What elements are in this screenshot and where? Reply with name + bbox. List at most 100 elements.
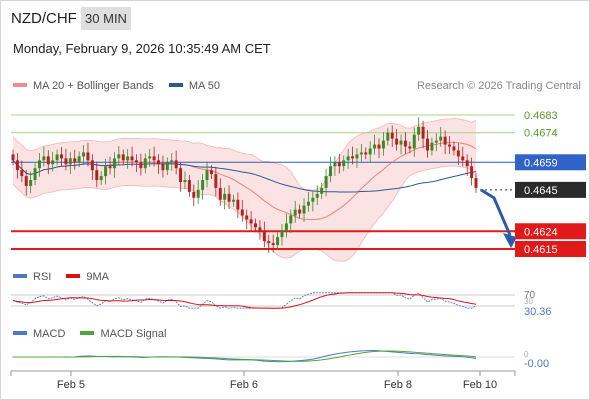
rsi-value-label: 30.36 [524,306,552,318]
candle-body [130,156,134,161]
time-axis: Feb 5 Feb 6 Feb 8 Feb 10 [10,370,516,391]
candle-body [108,166,112,169]
candle-body [434,140,438,143]
candle-body [196,189,200,198]
candle-body [456,150,460,157]
candle-body [470,166,474,179]
candle-body [430,142,434,151]
candle-body [320,187,324,194]
candle-body [474,178,478,188]
forecast-arrow-line [480,188,512,236]
candle-body [346,156,350,161]
candle-body [139,162,143,169]
last-price-box [515,181,586,198]
candle-body [399,140,403,145]
candle-body [218,187,222,200]
candle-body [227,193,231,202]
timeframe-badge[interactable]: 30 MIN [81,7,131,30]
candle-body [187,180,191,192]
candle-body [68,158,72,165]
timestamp: Monday, February 9, 2026 10:35:49 AM CET [13,41,271,56]
candle-body [179,168,183,182]
candle-body [337,162,341,167]
time-tick-label: Feb 8 [384,379,412,391]
bollinger-lower-line [12,165,477,262]
candle-body [324,176,328,188]
candle-body [11,154,15,161]
legend-label: 9MA [86,271,110,283]
candle-body [351,156,355,159]
candle-body [42,156,46,161]
macd-value-label: -0.00 [524,358,549,370]
candle-body [29,180,33,186]
legend-label: MACD [33,328,66,340]
rsi-legend: RSI 9MA [13,271,121,283]
candle-body [355,154,359,159]
candle-body [262,231,266,242]
ma50-line [12,159,477,193]
candle-body [121,154,125,161]
candle-body [381,140,385,149]
candle-body [306,201,310,206]
candle-body [315,193,319,198]
legend-item-rsi: RSI [13,271,51,283]
candle-body [148,156,152,159]
resistance-label: 0.4683 [524,110,558,122]
macd-zero-label: 0 [524,350,529,359]
candle-body [77,156,81,163]
credit-text: Research © 2026 Trading Central [416,80,581,92]
candle-body [443,136,447,145]
candle-body [359,152,363,155]
macd-line [13,350,477,363]
price-labels: 0.4683 0.4674 0.4659 0.4645 0.4624 0.4615 [515,110,586,257]
support-label: 0.4624 [524,226,558,238]
time-tick-label: Feb 5 [57,379,85,391]
legend-label: MA 50 [188,80,221,92]
candle-body [448,144,452,147]
bollinger-swatch [13,83,27,88]
candle-body [20,170,24,177]
rsi-line [12,292,477,309]
macd-panel: 0-0.00 [11,350,549,370]
resistance-label: 0.4674 [524,128,558,140]
candle-body [395,138,399,145]
candle-body [51,160,55,165]
pivot-label: 0.4659 [524,157,558,169]
candle-body [165,162,169,171]
candle-body [152,156,156,161]
candle-body [302,205,306,214]
candle-body [342,160,346,167]
support-label: 0.4615 [524,244,558,256]
candle-body [254,223,258,228]
candle-body [258,227,262,232]
candle-body [271,243,275,246]
forecast-layer [480,188,517,249]
candle-body [15,160,19,171]
candle-body [333,162,337,167]
candle-body [293,209,297,216]
candle-body [298,209,302,214]
candle-body [157,160,161,165]
candle-body [95,170,99,181]
candle-body [134,160,138,163]
forecast-arrow-head [503,233,517,249]
candle-body [117,154,121,159]
candle-body [201,180,205,190]
support-label-box [515,241,586,257]
candle-body [311,197,315,202]
candle-body [112,158,116,169]
support-label-box [515,223,586,240]
candle-body [55,154,59,161]
ma9-swatch [66,274,81,279]
candle-body [417,126,421,135]
time-tick-label: Feb 6 [230,379,258,391]
macd-signal-swatch [80,331,95,336]
candle-body [170,160,174,163]
candle-body [37,160,41,169]
candle-body [412,134,416,149]
candle-body [143,158,147,169]
symbol-title: NZD/CHF [11,10,77,27]
bollinger-band-fill [13,118,476,262]
